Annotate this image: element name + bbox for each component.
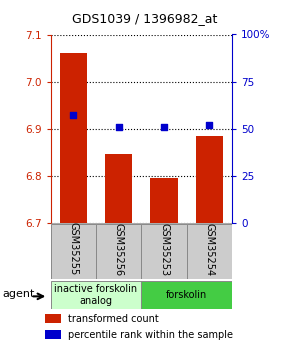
Text: GSM35254: GSM35254 [204, 223, 214, 276]
Bar [142, 281, 232, 309]
Point [116, 124, 121, 129]
Bar [142, 224, 187, 279]
Text: forskolin: forskolin [166, 290, 207, 300]
Text: agent: agent [3, 289, 35, 298]
Bar [151, 178, 177, 223]
Bar [187, 224, 232, 279]
Bar [51, 281, 142, 309]
Text: GDS1039 / 1396982_at: GDS1039 / 1396982_at [72, 12, 218, 25]
Point [71, 112, 76, 118]
Bar [105, 154, 132, 223]
Text: percentile rank within the sample: percentile rank within the sample [68, 329, 233, 339]
Bar [45, 329, 61, 339]
Text: inactive forskolin
analog: inactive forskolin analog [55, 284, 138, 306]
Point [162, 124, 166, 129]
Bar [60, 53, 87, 223]
Bar [96, 224, 142, 279]
Text: GSM35256: GSM35256 [114, 223, 124, 276]
Bar [196, 136, 223, 223]
Bar [45, 314, 61, 323]
Text: GSM35253: GSM35253 [159, 223, 169, 276]
Text: transformed count: transformed count [68, 314, 159, 324]
Text: GSM35255: GSM35255 [68, 223, 78, 276]
Point [207, 122, 212, 128]
Bar [51, 224, 96, 279]
